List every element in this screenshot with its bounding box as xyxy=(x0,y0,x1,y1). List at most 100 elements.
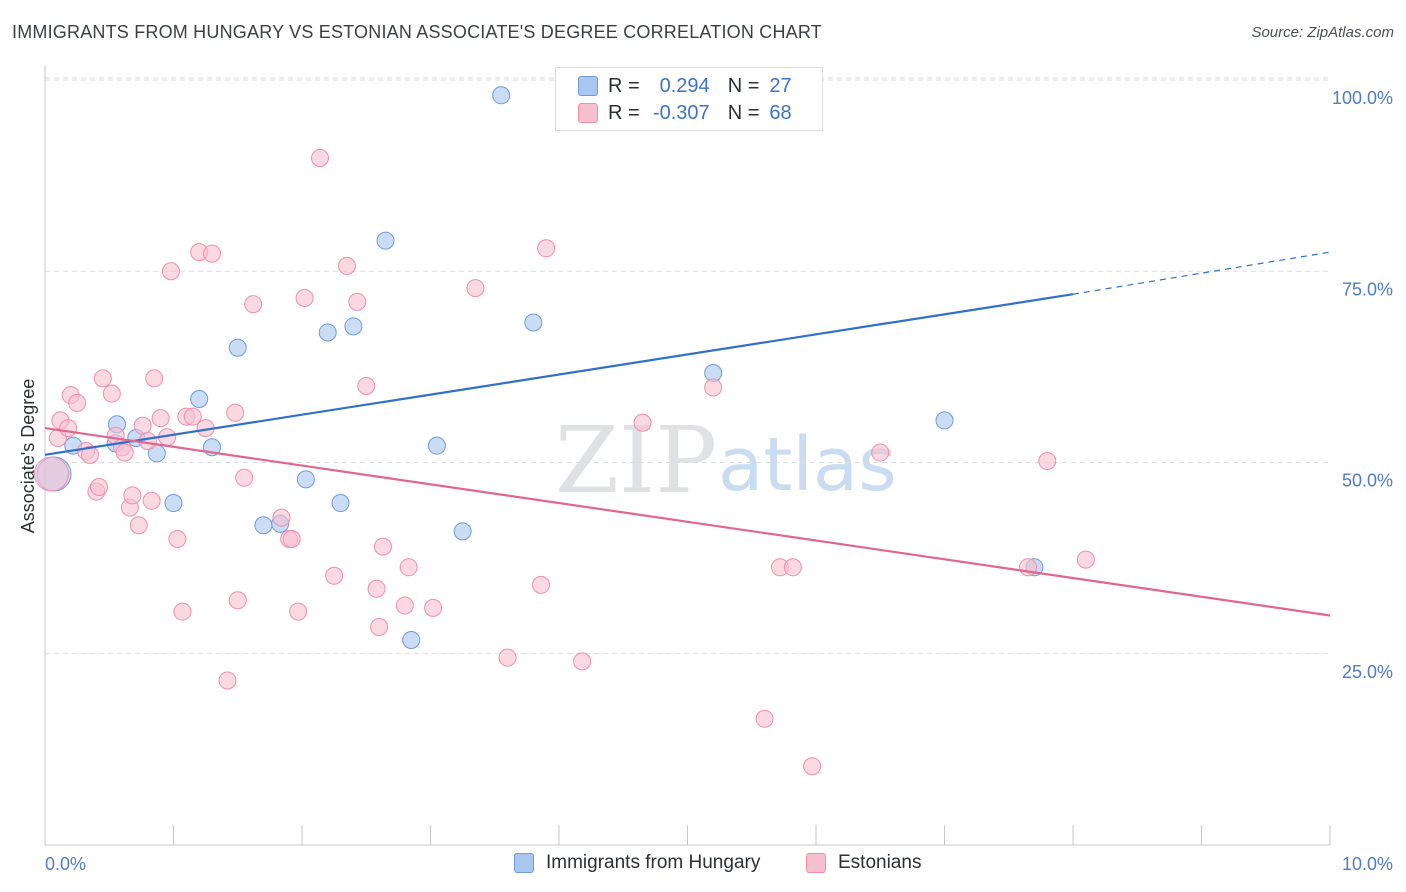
point-estonians xyxy=(573,652,592,671)
point-estonians xyxy=(399,558,418,577)
point-hungary xyxy=(164,494,183,513)
point-estonians xyxy=(89,477,108,496)
point-estonians xyxy=(357,377,376,395)
point-estonians xyxy=(755,709,774,728)
point-estonians xyxy=(1076,550,1095,569)
point-estonians xyxy=(1038,451,1057,470)
point-estonians xyxy=(183,407,202,426)
point-estonians xyxy=(173,602,192,621)
point-estonians xyxy=(228,591,247,610)
point-estonians xyxy=(102,384,121,403)
point-hungary xyxy=(402,630,421,649)
point-estonians xyxy=(370,617,389,636)
y-tick-label: 50.0% xyxy=(1342,471,1393,491)
point-hungary xyxy=(492,86,511,105)
point-estonians xyxy=(138,432,157,451)
point-estonians xyxy=(373,537,392,556)
point-estonians xyxy=(783,558,802,577)
trendline-hungary-extension xyxy=(1072,251,1331,295)
point-estonians xyxy=(367,579,386,598)
point-estonians xyxy=(244,295,263,314)
point-estonians xyxy=(424,598,443,617)
x-tick-label: 0.0% xyxy=(45,854,86,874)
point-hungary xyxy=(254,516,273,535)
point-estonians xyxy=(142,491,161,510)
point-estonians xyxy=(310,149,329,168)
point-estonians xyxy=(532,575,551,594)
point-estonians xyxy=(803,757,822,776)
point-estonians xyxy=(93,369,112,388)
point-estonians xyxy=(33,456,69,492)
point-hungary xyxy=(318,323,337,342)
point-estonians xyxy=(145,369,164,388)
legend-r-value-hungary: 0.294 xyxy=(659,74,710,97)
point-estonians xyxy=(226,403,245,422)
point-estonians xyxy=(704,378,723,397)
point-hungary xyxy=(524,313,543,332)
point-estonians xyxy=(133,416,152,435)
y-tick-label: 75.0% xyxy=(1342,279,1393,299)
point-estonians xyxy=(871,443,890,462)
point-estonians xyxy=(151,409,170,428)
legend-n-value-hungary: 27 xyxy=(769,74,792,97)
point-hungary xyxy=(344,317,363,336)
point-hungary xyxy=(935,411,954,430)
bottom-legend-hungary: Immigrants from Hungary xyxy=(514,852,760,874)
point-estonians xyxy=(80,445,99,464)
x-tick-label: 10.0% xyxy=(1342,854,1393,874)
tick-labels: 25.0% 50.0% 75.0% 100.0% 0.0% 10.0% xyxy=(45,88,1393,874)
point-estonians xyxy=(537,239,556,258)
point-estonians xyxy=(123,486,142,505)
chart-source: Source: ZipAtlas.com xyxy=(1251,24,1394,41)
legend-r-value-estonians: -0.307 xyxy=(652,101,710,124)
point-hungary xyxy=(376,231,395,250)
points-layer xyxy=(33,86,1095,776)
watermark-atlas: atlas xyxy=(718,422,897,508)
point-estonians xyxy=(115,443,134,462)
point-hungary xyxy=(228,338,247,357)
point-estonians xyxy=(395,596,414,615)
point-estonians xyxy=(68,393,87,412)
legend-row-estonians: R = -0.307 N = 68 xyxy=(578,101,792,125)
point-estonians xyxy=(235,468,254,487)
point-estonians xyxy=(295,289,314,308)
bottom-legend-swatch-hungary xyxy=(514,853,534,873)
legend-r-label: R = xyxy=(608,101,640,124)
point-estonians xyxy=(59,419,78,438)
point-estonians xyxy=(337,256,356,275)
point-estonians xyxy=(348,292,367,311)
legend-n-label: N = xyxy=(727,74,760,97)
point-estonians xyxy=(218,671,237,690)
y-tick-label: 100.0% xyxy=(1332,88,1393,108)
point-estonians xyxy=(272,508,291,527)
point-estonians xyxy=(633,413,652,432)
point-estonians xyxy=(203,244,222,263)
point-hungary xyxy=(331,494,350,513)
point-estonians xyxy=(168,530,187,548)
chart-title: IMMIGRANTS FROM HUNGARY VS ESTONIAN ASSO… xyxy=(12,22,822,42)
axes xyxy=(44,66,1331,846)
legend-n-label: N = xyxy=(727,101,760,124)
point-estonians xyxy=(498,648,517,667)
y-tick-label: 25.0% xyxy=(1342,662,1393,682)
legend-r-label: R = xyxy=(608,74,640,97)
gridlines xyxy=(45,77,1330,655)
legend-swatch-hungary xyxy=(578,76,598,96)
bottom-legend-label-estonians: Estonians xyxy=(838,852,922,873)
point-estonians xyxy=(466,279,485,298)
legend-row-hungary: R = 0.294 N = 27 xyxy=(578,74,792,98)
point-hungary xyxy=(296,470,315,489)
legend-swatch-estonians xyxy=(578,103,598,123)
trendline-hungary xyxy=(44,293,1074,456)
bottom-legend-estonians: Estonians xyxy=(806,852,921,874)
point-hungary xyxy=(453,522,472,541)
trendline-estonians xyxy=(44,426,1331,617)
point-estonians xyxy=(129,516,148,535)
point-estonians xyxy=(161,262,180,281)
point-hungary xyxy=(427,436,446,455)
trend-layer xyxy=(44,251,1331,617)
point-estonians xyxy=(282,530,301,548)
point-estonians xyxy=(289,602,308,621)
point-hungary xyxy=(190,390,209,409)
